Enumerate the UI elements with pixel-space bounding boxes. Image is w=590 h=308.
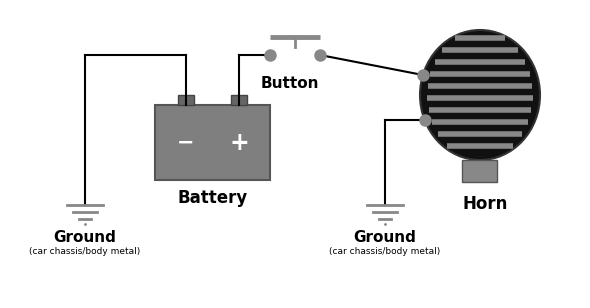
Text: +: + <box>229 131 249 155</box>
Text: (car chassis/body metal): (car chassis/body metal) <box>30 246 140 256</box>
Text: Ground: Ground <box>54 229 116 245</box>
Bar <box>463 160 497 182</box>
Text: −: − <box>178 132 195 152</box>
Text: (car chassis/body metal): (car chassis/body metal) <box>329 246 441 256</box>
Text: Horn: Horn <box>463 195 507 213</box>
Ellipse shape <box>420 30 540 160</box>
Text: Button: Button <box>261 75 319 91</box>
Bar <box>178 95 194 105</box>
Bar <box>231 95 247 105</box>
Text: Ground: Ground <box>353 229 417 245</box>
Bar <box>155 105 270 180</box>
Text: Battery: Battery <box>178 189 248 207</box>
